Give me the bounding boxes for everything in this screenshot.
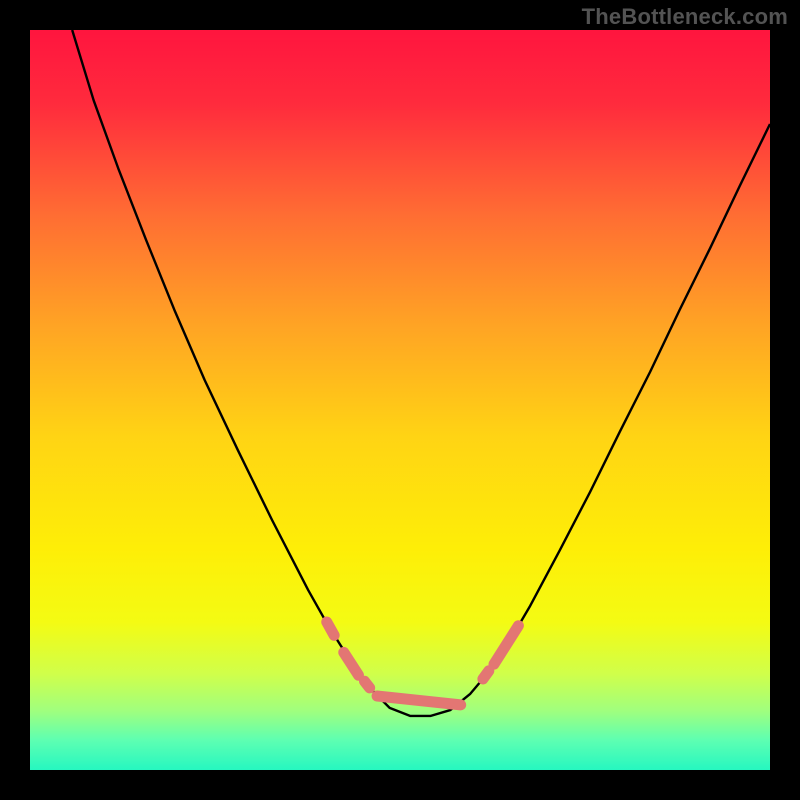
stage: TheBottleneck.com bbox=[0, 0, 800, 800]
highlight-segment bbox=[364, 681, 369, 688]
bottleneck-chart bbox=[0, 0, 800, 800]
highlight-segment bbox=[483, 671, 489, 679]
highlight-segment bbox=[327, 622, 334, 635]
gradient-plot-area bbox=[30, 30, 770, 770]
watermark-text: TheBottleneck.com bbox=[582, 4, 788, 30]
